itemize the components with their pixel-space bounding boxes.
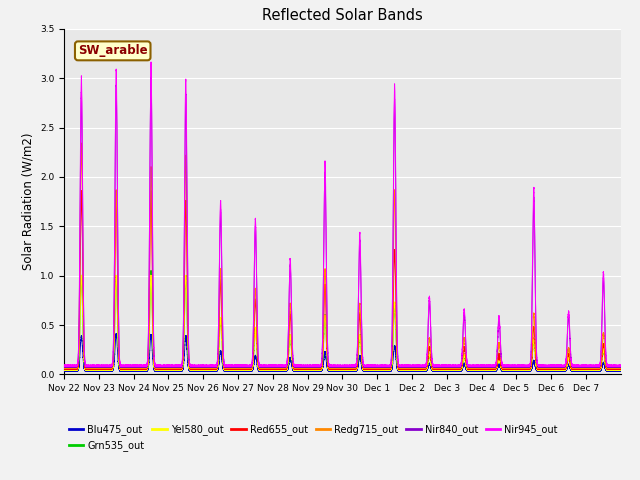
Y-axis label: Solar Radiation (W/m2): Solar Radiation (W/m2)	[21, 133, 35, 270]
Text: SW_arable: SW_arable	[78, 44, 148, 57]
Legend: Blu475_out, Grn535_out, Yel580_out, Red655_out, Redg715_out, Nir840_out, Nir945_: Blu475_out, Grn535_out, Yel580_out, Red6…	[69, 424, 557, 451]
Title: Reflected Solar Bands: Reflected Solar Bands	[262, 9, 423, 24]
